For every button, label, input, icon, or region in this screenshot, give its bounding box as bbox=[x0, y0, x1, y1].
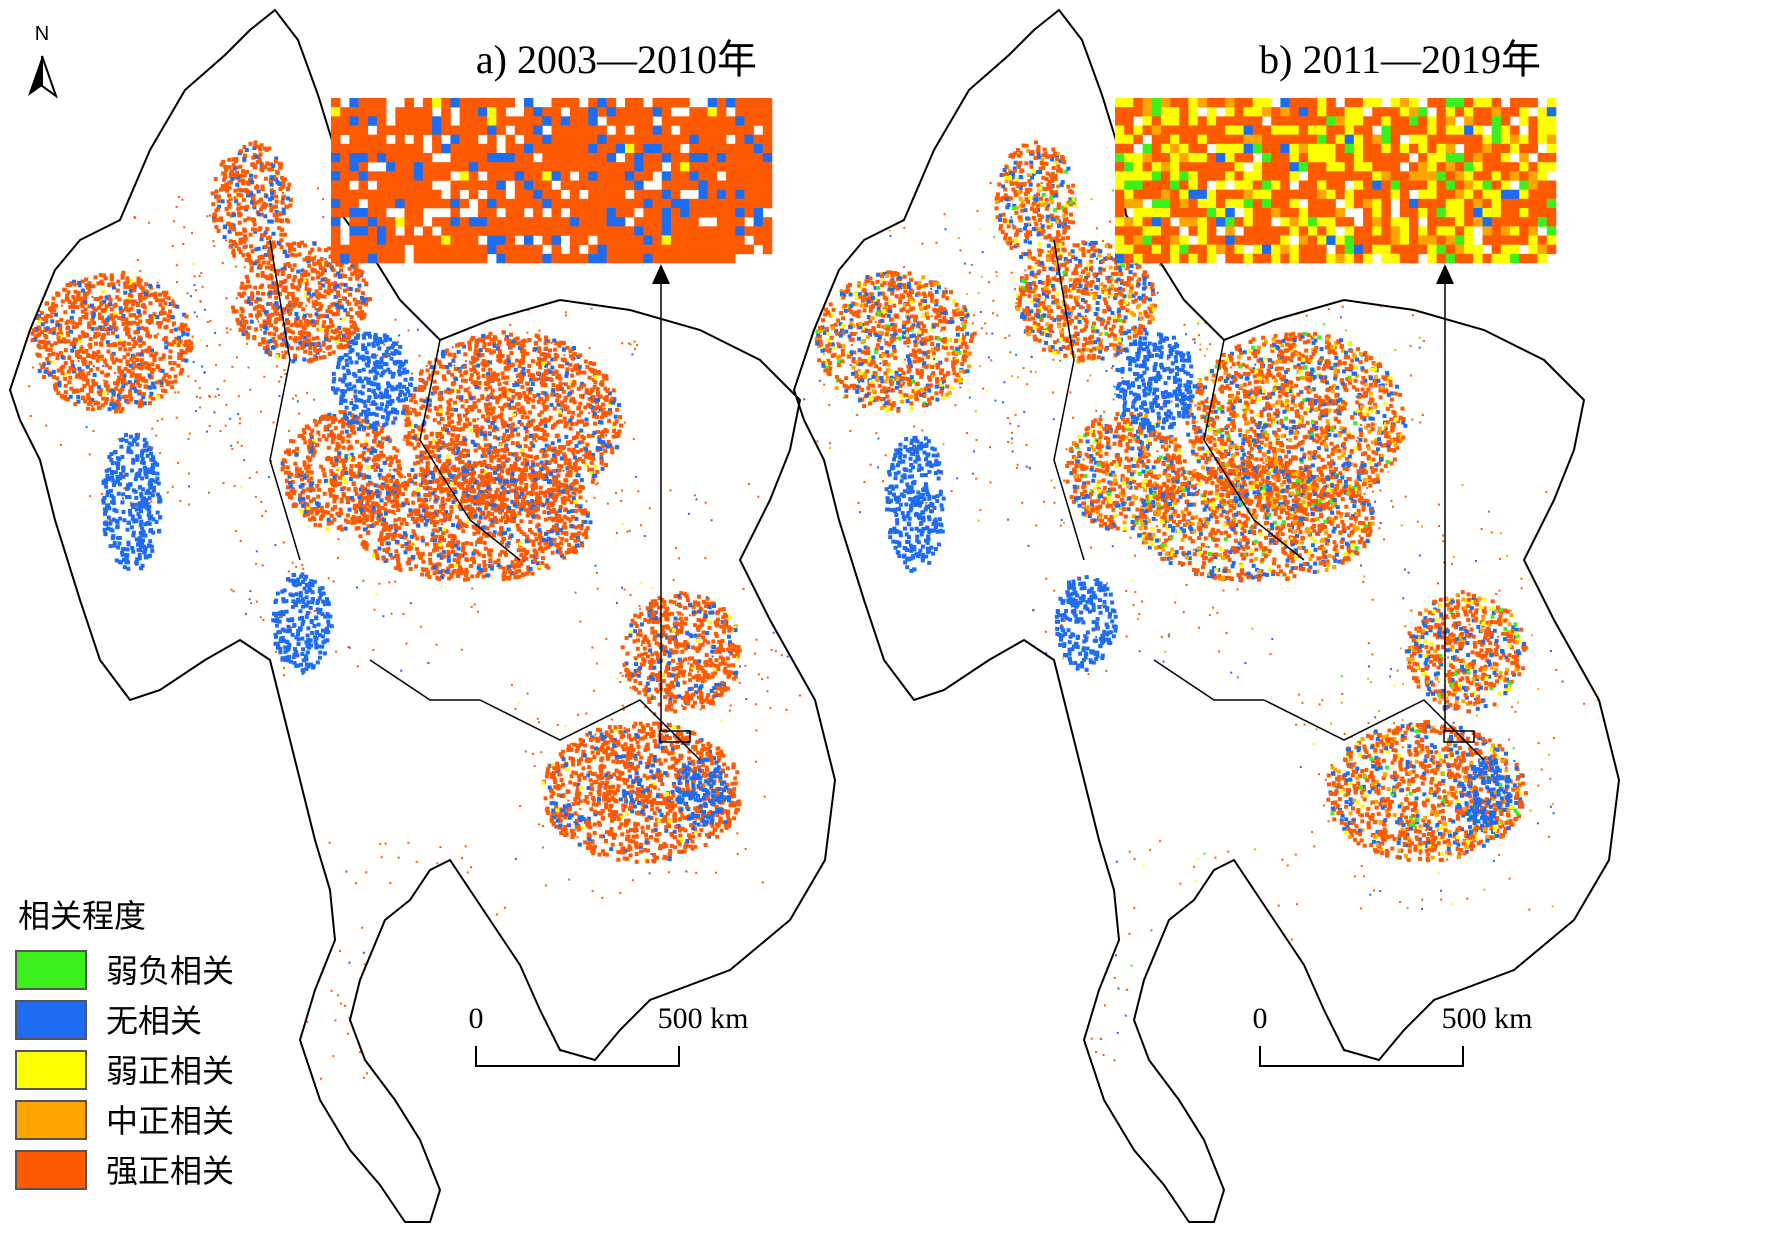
panel-title: a) 2003—2010年 bbox=[476, 37, 757, 82]
inset-arrow-icon bbox=[652, 264, 670, 284]
internal-boundary bbox=[1053, 239, 1485, 761]
correlation-raster bbox=[17, 140, 831, 1080]
legend-swatch bbox=[15, 1100, 87, 1140]
correlation-raster bbox=[794, 140, 1614, 1082]
map-panel: b) 2011—2019年 0 500 km bbox=[792, 8, 1621, 1223]
legend-label: 弱负相关 bbox=[106, 952, 234, 990]
inset-source-box bbox=[659, 730, 691, 743]
legend-label: 强正相关 bbox=[106, 1152, 234, 1190]
panel-title: b) 2011—2019年 bbox=[1259, 37, 1541, 82]
map-panel: a) 2003—2010年 0 500 km bbox=[8, 8, 837, 1223]
legend-label: 中正相关 bbox=[106, 1102, 234, 1140]
legend-swatch bbox=[15, 1050, 87, 1090]
scale-bar bbox=[475, 1046, 680, 1067]
legend-label: 无相关 bbox=[106, 1002, 202, 1040]
inset-source-box bbox=[1443, 730, 1475, 743]
legend-swatch bbox=[15, 950, 87, 990]
scale-start-label: 0 bbox=[1253, 1002, 1268, 1035]
inset-arrow-icon bbox=[1436, 264, 1454, 284]
zoom-inset bbox=[1115, 98, 1557, 264]
legend-swatch bbox=[15, 1000, 87, 1040]
scale-bar bbox=[1259, 1046, 1464, 1067]
legend-title: 相关程度 bbox=[18, 897, 146, 935]
legend-swatch bbox=[15, 1150, 87, 1190]
zoom-inset bbox=[331, 98, 773, 264]
legend-label: 弱正相关 bbox=[106, 1052, 234, 1090]
north-arrow: N bbox=[28, 23, 58, 99]
north-label: N bbox=[35, 23, 49, 45]
internal-boundary bbox=[269, 239, 701, 761]
scale-end-label: 500 km bbox=[1442, 1002, 1533, 1035]
scale-start-label: 0 bbox=[469, 1002, 484, 1035]
scale-end-label: 500 km bbox=[658, 1002, 749, 1035]
country-boundary bbox=[8, 8, 837, 1223]
country-boundary bbox=[792, 8, 1621, 1223]
